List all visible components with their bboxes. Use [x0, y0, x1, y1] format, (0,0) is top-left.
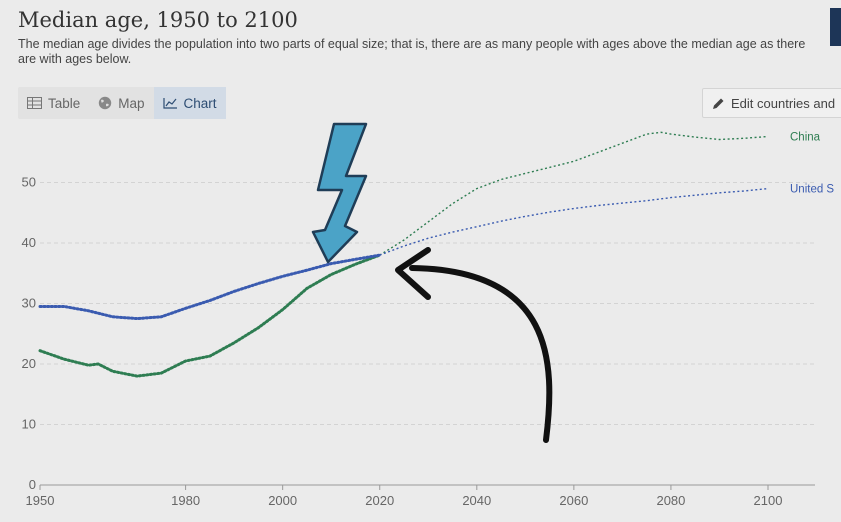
- curved-arrowhead-icon: [395, 247, 431, 300]
- tab-map-label: Map: [118, 95, 145, 111]
- x-tick-label: 2000: [268, 493, 297, 508]
- axes: 0 10 20 30 40 50 1950 1980 2000 2020 2040 2060 2080 2…: [22, 175, 783, 509]
- chart-title: Median age, 1950 to 2100: [18, 8, 298, 32]
- y-tick-label: 10: [22, 417, 36, 432]
- tab-map[interactable]: Map: [89, 87, 153, 119]
- x-tick-label: 1950: [26, 493, 55, 508]
- tab-table-label: Table: [48, 95, 81, 111]
- y-tick-label: 40: [22, 235, 36, 250]
- series-line-projection[interactable]: [379, 187, 769, 256]
- x-tick-label: 1980: [171, 493, 200, 508]
- edit-countries-label: Edit countries and: [731, 95, 836, 111]
- series-label: China: [790, 132, 821, 144]
- series-line-historical[interactable]: [38, 253, 382, 378]
- series-line-historical[interactable]: [38, 253, 382, 321]
- x-tick-label: 2100: [754, 493, 783, 508]
- tab-table[interactable]: Table: [18, 87, 89, 119]
- tab-chart-label: Chart: [183, 95, 217, 111]
- curved-arrow-icon: [409, 265, 553, 443]
- x-tick-label: 2080: [656, 493, 685, 508]
- gridlines: [40, 182, 815, 486]
- table-icon: [27, 97, 42, 109]
- tab-chart[interactable]: Chart: [153, 87, 226, 119]
- series-line-projection[interactable]: [379, 131, 769, 256]
- y-tick-label: 50: [22, 175, 36, 190]
- series-label: United S: [790, 184, 834, 196]
- x-tick-label: 2020: [365, 493, 394, 508]
- chart-subtitle: The median age divides the population in…: [18, 37, 806, 66]
- y-tick-label: 0: [29, 477, 36, 492]
- y-tick-label: 20: [22, 356, 36, 371]
- edit-countries-button[interactable]: Edit countries and: [702, 88, 841, 118]
- lightning-arrow-icon: [311, 122, 368, 264]
- globe-icon: [99, 96, 112, 110]
- x-tick-label: 2060: [559, 493, 588, 508]
- series-lines: [38, 131, 769, 378]
- series-labels: China United S: [790, 132, 834, 196]
- pencil-icon: [713, 98, 724, 109]
- y-tick-label: 30: [22, 296, 36, 311]
- line-chart-icon: [162, 98, 177, 109]
- x-tick-label: 2040: [462, 493, 491, 508]
- brand-badge: [830, 8, 841, 46]
- view-tabs: Table Map Chart: [18, 87, 226, 119]
